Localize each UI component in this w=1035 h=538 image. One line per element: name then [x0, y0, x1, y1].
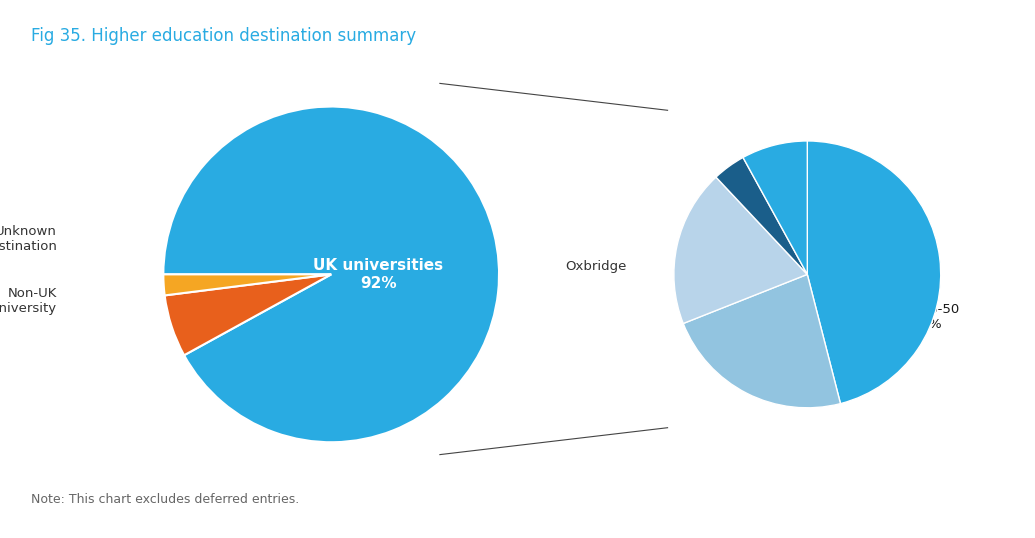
Text: Other Top 25
46%: Other Top 25 46%: [765, 158, 860, 186]
Text: UK universities
92%: UK universities 92%: [314, 258, 443, 291]
Text: 2%: 2%: [181, 233, 202, 246]
Wedge shape: [743, 141, 807, 274]
Wedge shape: [165, 274, 331, 355]
Text: Oxbridge: Oxbridge: [565, 260, 626, 273]
Wedge shape: [683, 274, 840, 408]
Text: Fig 35. Higher education destination summary: Fig 35. Higher education destination sum…: [31, 27, 416, 45]
Text: Unknown
destination: Unknown destination: [0, 225, 57, 253]
Text: Remaining
19%: Remaining 19%: [731, 320, 801, 348]
Wedge shape: [674, 177, 807, 323]
Wedge shape: [807, 141, 941, 404]
Wedge shape: [716, 158, 807, 274]
Text: 4%: 4%: [678, 260, 701, 273]
Text: Non-UK
university: Non-UK university: [0, 287, 57, 315]
Wedge shape: [164, 274, 331, 295]
Text: Note: This chart excludes deferred entries.: Note: This chart excludes deferred entri…: [31, 493, 299, 506]
Text: 6%: 6%: [166, 295, 186, 308]
Wedge shape: [164, 107, 499, 442]
Text: Top 26-50
23%: Top 26-50 23%: [893, 303, 959, 331]
